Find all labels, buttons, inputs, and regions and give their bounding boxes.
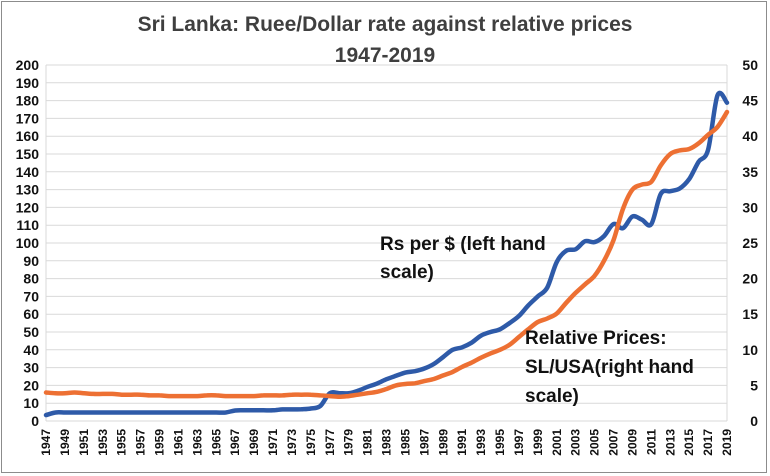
x-tick-label: 2009: [625, 429, 639, 456]
x-tick-label: 1993: [474, 429, 488, 456]
x-tick-label: 2001: [550, 429, 564, 456]
y-right-tick-label: 20: [742, 271, 758, 287]
x-tick-label: 1977: [323, 429, 337, 456]
y-right-tick-label: 5: [750, 377, 758, 393]
y-left-tick-label: 200: [16, 57, 40, 73]
y-left-tick-label: 10: [23, 395, 39, 411]
relative-prices-line: [43, 109, 730, 400]
y-right-tick-label: 10: [742, 342, 758, 358]
y-left-tick-label: 40: [23, 342, 39, 358]
y-right-tick-label: 45: [742, 93, 758, 109]
x-tick-label: 1955: [115, 429, 129, 456]
y-right-tick-label: 35: [742, 164, 758, 180]
y-left-tick-label: 0: [31, 413, 39, 429]
x-tick-label: 1973: [285, 429, 299, 456]
y-left-tick-label: 80: [23, 271, 39, 287]
y-left-tick-label: 190: [16, 75, 40, 91]
x-tick-label: 2017: [701, 429, 715, 456]
x-tick-label: 1951: [77, 429, 91, 456]
y-left-tick-label: 100: [16, 235, 40, 251]
y-left-tick-label: 140: [16, 164, 40, 180]
x-tick-label: 2013: [663, 429, 677, 456]
x-tick-label: 1997: [512, 429, 526, 456]
x-tick-label: 2003: [569, 429, 583, 456]
y-right-tick-label: 30: [742, 199, 758, 215]
y-axis-right: 0 5 10 15 20 25 30 35 40 45 50: [742, 57, 758, 429]
x-tick-label: 1979: [342, 429, 356, 456]
x-tick-label: 1981: [361, 429, 375, 456]
x-tick-label: 1969: [247, 429, 261, 456]
y-left-tick-label: 120: [16, 199, 40, 215]
y-right-tick-label: 15: [742, 306, 758, 322]
y-left-tick-label: 70: [23, 288, 39, 304]
x-tick-label: 1965: [209, 429, 223, 456]
x-tick-label: 1957: [134, 429, 148, 456]
relative-prices-annotation: scale): [525, 386, 579, 407]
y-left-tick-label: 110: [16, 217, 39, 233]
y-left-tick-label: 60: [23, 306, 39, 322]
x-tick-label: 1959: [153, 429, 167, 456]
x-tick-label: 1987: [417, 429, 431, 456]
chart-title-line-2: 1947-2019: [335, 44, 435, 67]
x-tick-label: 1971: [266, 429, 280, 456]
y-left-tick-label: 90: [23, 253, 39, 269]
y-right-tick-label: 0: [750, 413, 758, 429]
x-tick-label: 2007: [607, 429, 621, 456]
gridlines: [45, 64, 728, 422]
rs-per-dollar-annotation: scale): [380, 262, 434, 283]
y-right-tick-label: 25: [742, 235, 758, 251]
x-tick-label: 2019: [720, 429, 734, 456]
x-tick-label: 1949: [58, 429, 72, 456]
rs-per-dollar-annotation: Rs per $ (left hand: [380, 234, 546, 255]
x-tick-label: 1991: [455, 429, 469, 456]
y-left-tick-label: 30: [23, 360, 39, 376]
x-tick-label: 2015: [682, 429, 696, 456]
y-left-tick-label: 20: [23, 377, 39, 393]
rs-per-dollar-line: [43, 90, 730, 418]
x-tick-label: 1985: [398, 429, 412, 456]
x-tick-label: 1947: [39, 429, 53, 456]
x-tick-label: 1961: [171, 429, 185, 456]
y-left-tick-label: 170: [16, 110, 40, 126]
x-tick-label: 1963: [190, 429, 204, 456]
x-tick-label: 1967: [228, 429, 242, 456]
x-tick-label: 2005: [588, 429, 602, 456]
relative-prices-annotation: Relative Prices:: [525, 328, 667, 349]
x-tick-label: 1995: [493, 429, 507, 456]
y-axis-left: 0102030405060708090100110120130140150160…: [16, 57, 40, 429]
x-tick-label: 1989: [436, 429, 450, 456]
relative-prices-annotation: SL/USA(right hand: [525, 357, 694, 378]
x-tick-label: 1983: [380, 429, 394, 456]
x-tick-label: 2011: [644, 429, 658, 455]
y-left-tick-label: 180: [16, 93, 40, 109]
y-right-tick-label: 40: [742, 128, 758, 144]
series: [43, 90, 730, 418]
y-left-tick-label: 150: [16, 146, 40, 162]
annotations: Rs per $ (left hand scale) Relative Prices…: [380, 234, 694, 407]
y-right-tick-label: 50: [742, 57, 758, 73]
x-tick-label: 1999: [531, 429, 545, 456]
x-axis: 1947 1949 1951 1953 1955 1957 1959 1961 1963 1965…: [39, 429, 734, 456]
x-tick-label: 1953: [96, 429, 110, 456]
y-left-tick-label: 130: [16, 182, 40, 198]
chart-title-line-1: Sri Lanka: Ruee/Dollar rate against rela…: [138, 13, 633, 36]
x-tick-label: 1975: [304, 429, 318, 456]
y-left-tick-label: 50: [23, 324, 39, 340]
y-left-tick-label: 160: [16, 128, 40, 144]
